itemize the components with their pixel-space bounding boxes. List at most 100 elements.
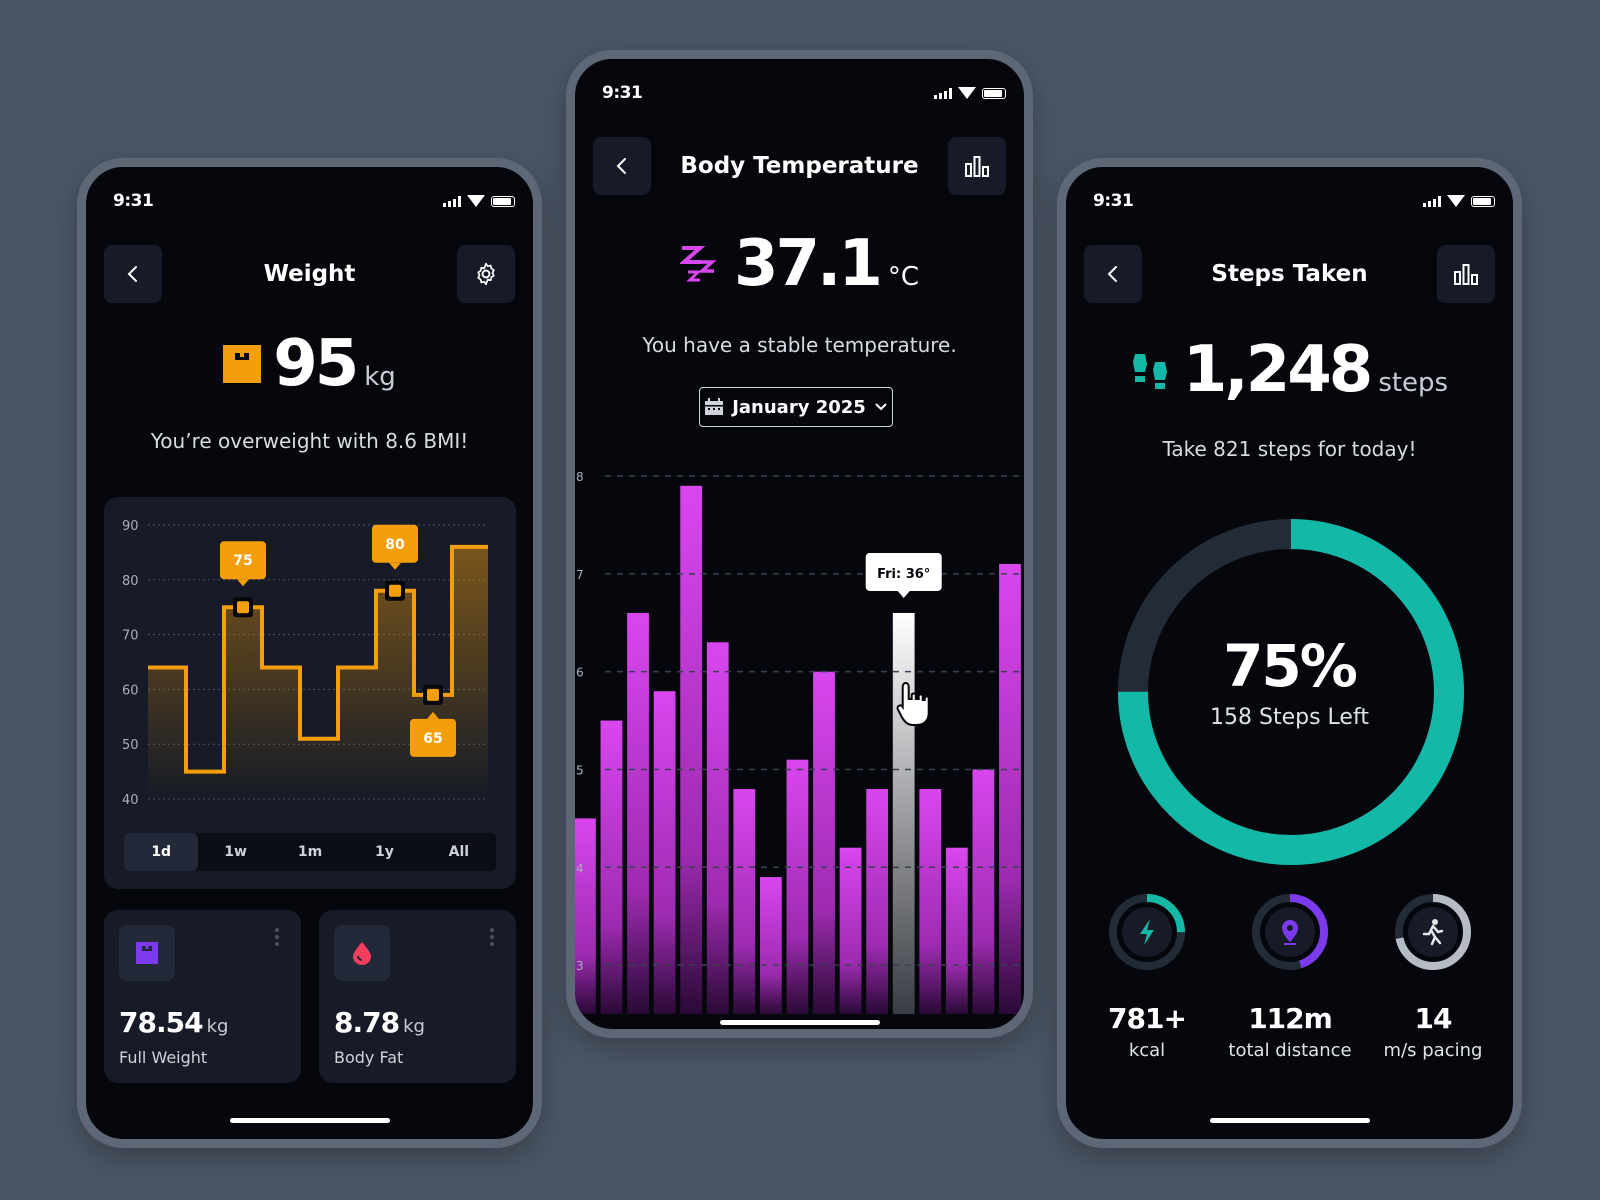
annotation-pointer (237, 579, 249, 587)
home-indicator (1209, 1118, 1370, 1123)
bar (600, 720, 623, 1014)
status-time: 9:31 (1093, 191, 1134, 211)
range-tab-1y[interactable]: 1y (374, 844, 394, 860)
steps-left: 158 Steps Left (1210, 705, 1369, 730)
kcal-label: kcal (1128, 1040, 1166, 1061)
temperature-value: 37.1 (733, 227, 883, 301)
kcal-ring (1109, 894, 1185, 970)
home-indicator (229, 1118, 390, 1123)
chevron-left-icon (616, 158, 626, 174)
chart-view-button[interactable] (1437, 245, 1495, 303)
runner-icon (1422, 919, 1444, 946)
data-point-marker-fill (389, 584, 401, 597)
bar (706, 642, 729, 1014)
bar (813, 671, 835, 1014)
steps-value: 1,248 (1182, 333, 1373, 407)
page-title: Weight (263, 261, 356, 287)
kcal-value: 781+ (1108, 1002, 1187, 1035)
weight-chart-card: 90 80 70 60 50 40 75 80 65 1d 1w 1m 1y All (104, 497, 516, 889)
full-weight-card[interactable]: 78.54 kg Full Weight (104, 910, 301, 1083)
progress-fill (1118, 519, 1464, 865)
chevron-down-icon (875, 403, 887, 411)
bar (866, 789, 889, 1014)
weight-phone: 9:31 Weight 95 kg You’re overweight with… (77, 158, 542, 1148)
y-tick-label: 60 (122, 683, 139, 698)
distance-value: 112m (1248, 1002, 1333, 1035)
drop-icon (353, 942, 371, 965)
wifi-icon (958, 87, 976, 99)
back-button[interactable] (593, 137, 651, 195)
y-tick-label: 3 (576, 959, 584, 973)
range-tab-1m[interactable]: 1m (297, 844, 323, 860)
pacing-label: m/s pacing (1383, 1040, 1483, 1061)
gear-icon (477, 262, 495, 286)
y-tick-label: 50 (122, 738, 139, 753)
temperature-value-row: 37.1 °C (575, 227, 1024, 301)
weight-line (148, 544, 488, 774)
y-tick-label: 5 (576, 763, 584, 777)
weight-area (148, 546, 488, 799)
drop-icon-tile (334, 925, 390, 981)
annotation-pointer (389, 562, 401, 570)
weight-chart: 90 80 70 60 50 40 75 80 65 (122, 519, 488, 808)
stat-ring-fill (1395, 894, 1471, 970)
y-tick-label: 7 (576, 568, 584, 582)
wifi-icon (1447, 195, 1465, 207)
steps-message: Take 821 steps for today! (1162, 437, 1417, 461)
bar (627, 612, 649, 1014)
distance-label: total distance (1228, 1040, 1352, 1061)
progress-ring (1118, 519, 1464, 865)
weight-unit: kg (364, 362, 396, 392)
distance-ring (1252, 894, 1328, 970)
range-tab-all[interactable]: All (448, 844, 470, 860)
range-selector: 1d 1w 1m 1y All (124, 833, 496, 871)
tooltip-pointer (897, 590, 910, 598)
bar (839, 847, 862, 1014)
data-point-marker-fill (427, 688, 439, 701)
temperature-message: You have a stable temperature. (642, 333, 957, 357)
temperature-chart[interactable]: 8 7 6 5 4 3 Fri: 36° (575, 454, 1024, 1014)
full-weight-label: Full Weight (119, 1048, 208, 1067)
temperature-unit: °C (887, 262, 920, 292)
weight-value-row: 95 kg (86, 327, 533, 401)
bar-chart-icon (1454, 264, 1478, 285)
range-tab-1w[interactable]: 1w (224, 844, 247, 860)
signal-icon (443, 195, 461, 207)
sleep-zzz-icon (679, 246, 717, 282)
more-options-icon[interactable] (275, 928, 279, 949)
location-pin-icon (1282, 920, 1298, 945)
back-button[interactable] (104, 245, 162, 303)
annotation-bubble (410, 718, 456, 757)
pacing-ring (1395, 894, 1471, 970)
bar (999, 564, 1021, 1014)
range-tab-1d[interactable]: 1d (124, 833, 199, 871)
temperature-phone: 9:31 Body Temperature 37.1 °C You have a… (566, 50, 1033, 1038)
page-title: Steps Taken (1211, 261, 1368, 287)
bar (945, 847, 968, 1014)
bar (759, 877, 782, 1014)
weight-message: You’re overweight with 8.6 BMI! (150, 429, 469, 453)
steps-phone: 9:31 Steps Taken 1,248 steps Take 821 st… (1057, 158, 1522, 1148)
steps-value-row: 1,248 steps (1066, 333, 1513, 407)
stat-ring-fill (1109, 894, 1185, 970)
y-tick-label: 6 (576, 666, 584, 680)
tooltip-box (865, 552, 942, 591)
chart-view-button[interactable] (948, 137, 1006, 195)
bar (786, 759, 809, 1014)
body-fat-card[interactable]: 8.78 kg Body Fat (319, 910, 516, 1083)
bar-highlighted (892, 612, 915, 1014)
bar (919, 789, 942, 1014)
chevron-left-icon (127, 266, 137, 282)
scale-icon-tile (119, 925, 175, 981)
settings-button[interactable] (457, 245, 515, 303)
scale-icon (136, 942, 158, 964)
more-options-icon[interactable] (490, 928, 494, 949)
battery-icon (491, 196, 515, 207)
scale-icon (223, 345, 262, 383)
annotation-label: 65 (423, 731, 442, 747)
back-button[interactable] (1084, 245, 1142, 303)
month-picker[interactable]: January 2025 (699, 387, 893, 427)
y-tick-label: 90 (122, 519, 139, 534)
stat-ring-fill (1252, 894, 1328, 970)
battery-icon (1471, 196, 1495, 207)
